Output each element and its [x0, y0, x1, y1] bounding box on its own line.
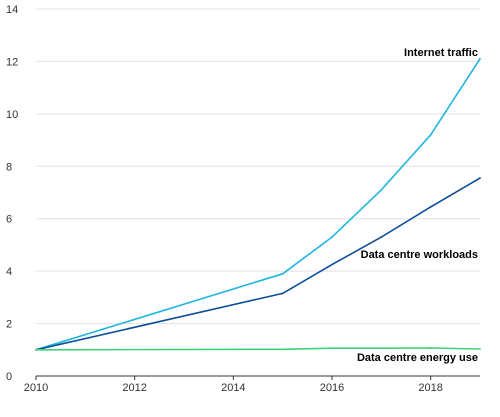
y-tick-label: 12: [6, 56, 18, 68]
y-tick-label: 10: [6, 109, 18, 121]
y-tick-label: 0: [6, 371, 12, 383]
series-line-1: [35, 58, 481, 351]
y-tick-label: 14: [6, 4, 18, 16]
y-tick-label: 8: [6, 161, 12, 173]
data-point: [281, 272, 284, 275]
x-tick-label: 2014: [221, 382, 245, 394]
y-tick-label: 4: [6, 266, 12, 278]
data-point: [429, 133, 432, 136]
series-line-3: [35, 347, 481, 351]
data-point: [380, 188, 383, 191]
y-tick-label: 6: [6, 214, 12, 226]
series-label-2: Data centre workloads: [361, 249, 478, 261]
data-point: [281, 348, 284, 351]
data-point: [380, 347, 383, 350]
data-point: [429, 206, 432, 208]
series-label-3: Data centre energy use: [357, 352, 478, 364]
data-point: [380, 236, 383, 238]
x-tick-label: 2018: [418, 382, 442, 394]
series-line-2: [35, 177, 481, 351]
data-point: [331, 263, 333, 266]
grid-layer: [35, 8, 480, 380]
data-point: [479, 57, 481, 60]
data-point: [331, 347, 333, 350]
data-point: [281, 292, 284, 295]
data-point: [35, 348, 37, 351]
series-label-1: Internet traffic: [404, 47, 478, 59]
x-tick-label: 2016: [320, 382, 344, 394]
data-point: [479, 348, 481, 350]
tick-label-layer: 0 2 4 6 8 10 12 14 2010 2012 2014 2016 2018: [6, 4, 443, 394]
data-point: [479, 177, 481, 179]
y-tick-label: 2: [6, 319, 12, 331]
x-tick-label: 2010: [24, 382, 48, 394]
data-point: [331, 236, 333, 238]
data-point: [429, 347, 432, 349]
series-label-layer: Internet traffic Data centre workloads Dat…: [357, 47, 478, 364]
series-layer: [35, 57, 481, 351]
x-tick-label: 2012: [122, 382, 146, 394]
